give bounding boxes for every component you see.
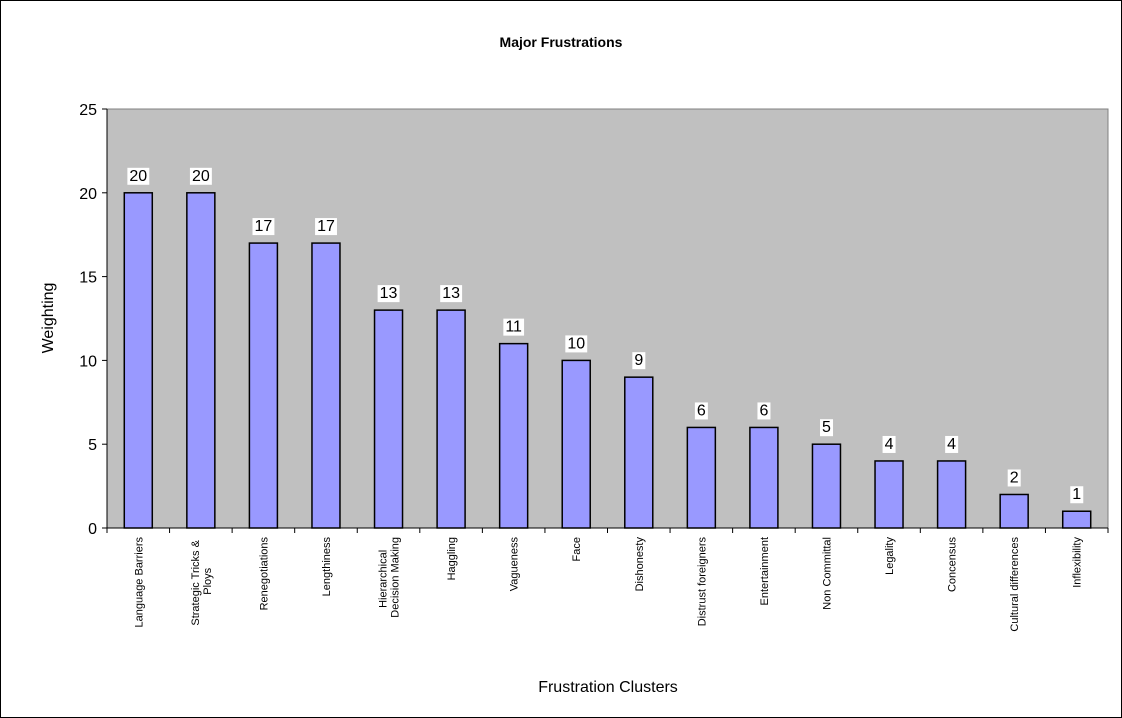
x-tick-label: Distrust foreigners bbox=[696, 537, 708, 627]
bar bbox=[436, 309, 466, 529]
data-label-background bbox=[252, 218, 275, 236]
y-tick-label: 25 bbox=[79, 102, 97, 119]
bar bbox=[624, 376, 654, 529]
data-label-background bbox=[377, 285, 400, 303]
bar bbox=[811, 443, 842, 529]
y-axis-title: Weighting bbox=[40, 283, 57, 354]
data-label-background bbox=[127, 167, 150, 185]
bar bbox=[373, 309, 404, 529]
data-label: 17 bbox=[255, 218, 273, 235]
data-label: 5 bbox=[822, 419, 831, 436]
x-tick-label: Entertainment bbox=[759, 537, 771, 605]
x-tick-label: Lengthiness bbox=[321, 537, 333, 597]
data-label: 6 bbox=[697, 402, 706, 419]
data-label-background bbox=[565, 335, 588, 353]
data-label-background bbox=[632, 352, 646, 370]
x-tick-label: Language Barriers bbox=[133, 537, 145, 628]
x-tick-label: Hierarchical Decision Making bbox=[378, 537, 402, 618]
bar bbox=[248, 242, 279, 529]
data-label: 13 bbox=[442, 285, 460, 302]
bar bbox=[874, 460, 904, 529]
x-tick-label: Inflexibility bbox=[1072, 537, 1084, 588]
x-tick-label: Face bbox=[571, 537, 583, 561]
bar bbox=[498, 342, 529, 529]
data-label-background bbox=[694, 402, 708, 420]
data-label: 4 bbox=[885, 436, 894, 453]
bar bbox=[999, 493, 1029, 529]
data-label-background bbox=[440, 285, 463, 303]
data-label: 13 bbox=[380, 285, 398, 302]
bar bbox=[686, 426, 717, 529]
data-label: 2 bbox=[1010, 469, 1019, 486]
x-tick-label: Non Committal bbox=[821, 537, 833, 610]
bar bbox=[561, 359, 591, 529]
x-tick-label: Concensus bbox=[947, 537, 959, 593]
y-tick-label: 20 bbox=[79, 186, 97, 203]
data-label-background bbox=[820, 419, 834, 437]
bar bbox=[749, 426, 779, 529]
x-axis-title: Frustration Clusters bbox=[538, 679, 678, 696]
data-label-background bbox=[503, 318, 525, 336]
x-tick-label: Vagueness bbox=[509, 537, 521, 592]
x-tick-label: Dishonesty bbox=[634, 537, 646, 592]
data-label: 11 bbox=[505, 319, 522, 336]
data-label: 20 bbox=[192, 168, 210, 185]
x-tick-label: Strategic Tricks & Ploys bbox=[190, 537, 214, 626]
data-label-background bbox=[189, 167, 212, 185]
data-label: 6 bbox=[759, 402, 768, 419]
data-label-background bbox=[1070, 486, 1084, 504]
data-label: 9 bbox=[634, 352, 643, 369]
data-label: 4 bbox=[947, 436, 956, 453]
y-tick-label: 10 bbox=[79, 353, 97, 370]
bar bbox=[311, 242, 341, 529]
bar bbox=[936, 460, 967, 529]
x-tick-label: Renegotiations bbox=[258, 537, 270, 611]
data-label-background bbox=[757, 402, 771, 420]
y-tick-label: 15 bbox=[79, 270, 97, 287]
data-label-background bbox=[1007, 469, 1021, 487]
y-tick-label: 5 bbox=[88, 437, 97, 454]
y-tick-label: 0 bbox=[88, 521, 97, 538]
chart-title: Major Frustrations bbox=[500, 34, 623, 50]
x-tick-label: Legality bbox=[884, 537, 896, 575]
bar bbox=[1061, 510, 1092, 529]
bar bbox=[123, 192, 154, 529]
data-label-background bbox=[315, 218, 337, 236]
data-label: 1 bbox=[1072, 486, 1081, 503]
x-tick-label: Haggling bbox=[446, 537, 458, 580]
data-label: 10 bbox=[567, 335, 585, 352]
bar bbox=[186, 192, 216, 529]
data-label: 17 bbox=[317, 218, 335, 235]
data-label-background bbox=[945, 435, 959, 453]
data-label: 20 bbox=[129, 168, 147, 185]
data-label-background bbox=[882, 435, 896, 453]
x-tick-label: Cultural differences bbox=[1009, 537, 1021, 632]
